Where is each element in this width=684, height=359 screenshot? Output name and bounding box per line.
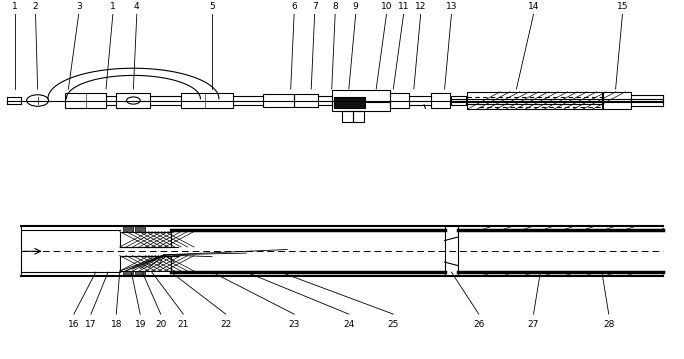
- Bar: [334, 97, 365, 108]
- Bar: [353, 111, 364, 122]
- Text: 24: 24: [343, 320, 354, 329]
- Bar: [431, 93, 450, 108]
- Text: 11: 11: [398, 2, 409, 11]
- Text: 1: 1: [12, 2, 18, 11]
- Text: 17: 17: [86, 320, 96, 329]
- Bar: [65, 93, 106, 108]
- Text: 20: 20: [155, 320, 166, 329]
- Text: 18: 18: [111, 320, 122, 329]
- Bar: [263, 94, 294, 107]
- Bar: [451, 96, 466, 105]
- Text: 23: 23: [289, 320, 300, 329]
- Bar: [294, 94, 318, 107]
- Text: 21: 21: [178, 320, 189, 329]
- Bar: [120, 232, 171, 247]
- Text: 19: 19: [135, 320, 146, 329]
- Bar: [135, 271, 145, 276]
- Text: 28: 28: [603, 320, 614, 329]
- Bar: [181, 93, 233, 108]
- Text: 9: 9: [353, 2, 358, 11]
- Text: 1: 1: [110, 2, 116, 11]
- Text: 15: 15: [617, 2, 628, 11]
- Bar: [116, 93, 150, 108]
- Text: 22: 22: [220, 320, 231, 329]
- Text: 10: 10: [381, 2, 392, 11]
- Text: 26: 26: [473, 320, 484, 329]
- Text: 5: 5: [209, 2, 215, 11]
- Text: 4: 4: [134, 2, 140, 11]
- Text: 25: 25: [388, 320, 399, 329]
- Bar: [123, 271, 133, 276]
- Text: 6: 6: [291, 2, 297, 11]
- Text: 2: 2: [33, 2, 38, 11]
- Text: 3: 3: [76, 2, 81, 11]
- Bar: [120, 256, 171, 271]
- Bar: [135, 226, 145, 232]
- Text: 27: 27: [528, 320, 539, 329]
- Bar: [467, 92, 602, 109]
- Text: 16: 16: [68, 320, 79, 329]
- Bar: [342, 111, 353, 122]
- Bar: [332, 90, 390, 111]
- Text: 14: 14: [528, 2, 539, 11]
- Text: 13: 13: [446, 2, 457, 11]
- Text: 7: 7: [312, 2, 317, 11]
- Text: 12: 12: [415, 2, 426, 11]
- Text: 8: 8: [332, 2, 338, 11]
- Bar: [390, 93, 409, 108]
- Bar: [603, 92, 631, 109]
- Bar: [123, 226, 133, 232]
